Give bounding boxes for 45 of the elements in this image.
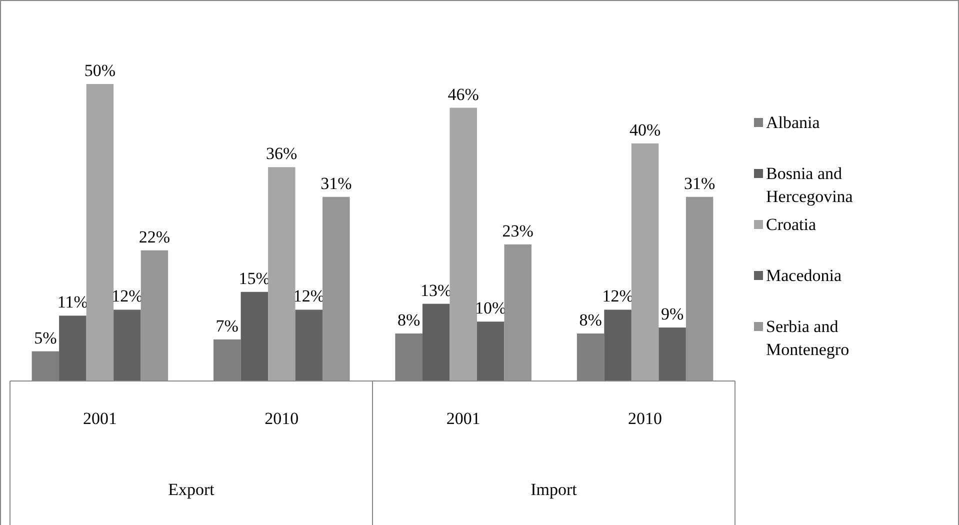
bar <box>686 196 714 381</box>
bar <box>450 108 477 381</box>
data-label: 7% <box>216 316 238 336</box>
bar <box>114 310 141 381</box>
data-label: 5% <box>34 328 57 348</box>
legend-label: Croatia <box>766 215 816 234</box>
data-label: 36% <box>266 144 298 164</box>
data-label: 9% <box>660 304 684 324</box>
data-label: 10% <box>475 298 506 318</box>
data-label: 15% <box>238 268 270 288</box>
text: Export <box>168 480 215 499</box>
legend-label: Bosnia and Hercegovina <box>766 164 854 206</box>
legend-label: Serbia and Montenegro <box>766 317 850 359</box>
bar <box>59 316 86 381</box>
data-label: 46% <box>448 84 479 104</box>
bar <box>604 310 632 381</box>
x-tick-label: 2001 <box>82 409 117 428</box>
data-label: 12% <box>293 286 324 306</box>
legend-label: Albania <box>766 113 820 132</box>
bar <box>504 244 532 381</box>
bar <box>240 292 268 381</box>
data-label: 50% <box>84 61 116 80</box>
bar <box>658 328 686 381</box>
bar <box>140 250 168 381</box>
data-label: 13% <box>420 280 452 300</box>
x-tick-label: 2001 <box>446 409 480 428</box>
bar <box>322 196 350 381</box>
bar <box>86 84 114 381</box>
data-label: 11% <box>57 292 88 312</box>
data-label: 8% <box>579 310 602 330</box>
data-label: 22% <box>138 227 170 246</box>
data-label: 40% <box>629 120 661 140</box>
text: Import <box>530 480 578 499</box>
bar <box>268 167 296 381</box>
bar <box>631 143 659 381</box>
data-label: 8% <box>398 310 420 330</box>
bar <box>295 310 323 381</box>
data-label: 31% <box>320 174 352 193</box>
data-label: 23% <box>502 221 534 240</box>
bar <box>422 304 450 381</box>
x-tick-label: 2010 <box>628 409 662 428</box>
legend-label: Macedonia <box>766 266 842 285</box>
x-tick-label: 2010 <box>264 409 299 428</box>
bar <box>476 322 504 381</box>
data-label: 31% <box>684 174 716 193</box>
